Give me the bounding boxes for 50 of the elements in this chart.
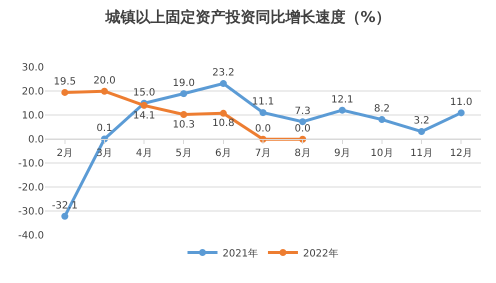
legend-label: 2021年	[222, 247, 258, 260]
data-label: 10.8	[212, 118, 234, 130]
data-label: 12.1	[331, 94, 354, 106]
y-tick-label: 10.0	[22, 110, 44, 122]
x-tick-label: 11月	[410, 148, 433, 160]
point	[100, 88, 108, 95]
x-tick-label: 6月	[215, 148, 232, 160]
data-label: 19.5	[54, 76, 76, 88]
point	[180, 90, 188, 98]
data-label: 15.0	[132, 87, 156, 98]
y-tick-label: 20.0	[22, 86, 44, 98]
data-label: 0.0	[294, 123, 311, 134]
data-label: 14.1	[132, 110, 156, 122]
data-label: 0.1	[96, 123, 112, 134]
x-tick-label: 4月	[136, 148, 152, 160]
data-label: 3.2	[414, 116, 430, 127]
data-label: 19.0	[172, 78, 195, 89]
point	[220, 80, 227, 88]
y-tick-label: -30.0	[18, 206, 44, 218]
x-tick-label: 10月	[370, 148, 394, 160]
y-tick-label: 0.0	[28, 134, 44, 146]
x-tick-label: 7月	[254, 148, 272, 160]
data-label: 0.0	[255, 123, 271, 134]
data-label: 11.1	[252, 96, 274, 108]
data-label: 20.0	[93, 75, 116, 86]
data-label: 7.3	[294, 106, 311, 117]
chart-title: 城镇以上固定资产投资同比增长速度（%）	[104, 8, 391, 26]
point	[61, 88, 68, 96]
data-label: 8.2	[374, 104, 390, 115]
data-label: 23.2	[212, 68, 234, 79]
data-label: 10.3	[172, 119, 195, 130]
point	[338, 106, 346, 114]
legend-label: 2022年	[302, 247, 338, 260]
y-tick-label: -10.0	[18, 158, 44, 170]
point	[180, 111, 188, 118]
x-tick-label: 2月	[56, 148, 74, 160]
x-tick-label: 9月	[334, 148, 350, 160]
y-tick-label: -20.0	[18, 182, 44, 194]
point	[458, 109, 465, 116]
y-tick-label: 30.0	[22, 62, 44, 74]
x-tick-label: 8月	[294, 148, 311, 160]
x-tick-label: 12月	[450, 148, 473, 160]
point	[260, 109, 266, 116]
point	[220, 110, 227, 117]
point	[418, 128, 426, 136]
y-tick-label: -40.0	[18, 230, 44, 242]
point	[378, 116, 386, 124]
x-tick-label: 5月	[176, 148, 192, 160]
data-label: 11.0	[450, 96, 472, 108]
point	[61, 212, 68, 220]
